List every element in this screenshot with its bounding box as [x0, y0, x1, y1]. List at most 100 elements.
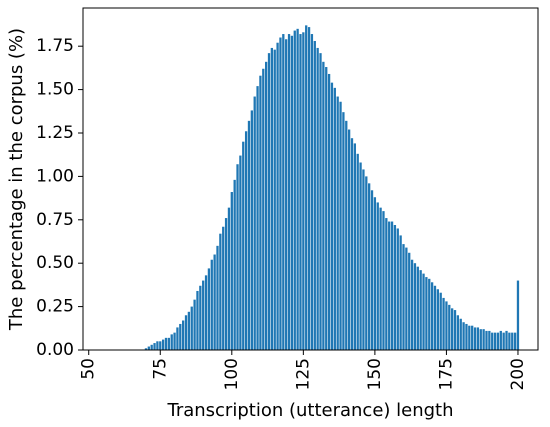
bar: [330, 82, 334, 350]
bar: [150, 344, 153, 350]
y-tick-label: 0.25: [36, 297, 74, 317]
bar: [224, 218, 228, 350]
bar: [256, 86, 259, 350]
bar: [516, 280, 520, 350]
bar: [425, 277, 428, 350]
bar: [359, 162, 362, 350]
bar: [408, 252, 411, 350]
bar: [159, 341, 162, 350]
bar: [247, 120, 251, 350]
bar: [436, 289, 439, 350]
bar: [390, 221, 394, 350]
bar: [499, 330, 502, 350]
y-tick-label: 1.25: [36, 123, 74, 143]
bar: [310, 34, 314, 350]
bar: [190, 306, 193, 350]
bar: [307, 27, 311, 351]
x-tick-label: 175: [436, 358, 456, 390]
bar: [244, 131, 248, 350]
bar: [147, 346, 150, 350]
bar: [282, 34, 285, 350]
bar: [325, 67, 328, 350]
bar: [485, 330, 488, 350]
y-tick-label: 0.00: [36, 340, 74, 360]
bar: [207, 268, 211, 350]
bar: [399, 235, 402, 350]
y-tick-label: 0.50: [36, 253, 74, 273]
bar: [493, 332, 497, 350]
bar: [402, 244, 405, 350]
bar: [508, 332, 511, 350]
bar: [156, 341, 159, 350]
bar: [322, 61, 325, 350]
bar: [222, 226, 225, 350]
bar: [236, 164, 239, 350]
bar: [505, 330, 508, 350]
bar: [259, 75, 262, 351]
bar: [428, 278, 431, 350]
bar: [465, 323, 468, 350]
bar: [453, 310, 457, 350]
bar: [496, 332, 500, 350]
bar: [353, 143, 356, 350]
bar: [227, 207, 231, 350]
bar: [250, 110, 253, 351]
bar: [273, 49, 276, 350]
bar: [302, 32, 305, 351]
bar: [342, 112, 345, 350]
bar: [265, 61, 268, 350]
bar: [473, 327, 477, 350]
bar: [405, 247, 408, 350]
bar: [290, 35, 294, 351]
bar: [345, 120, 348, 350]
y-tick-label: 0.75: [36, 210, 74, 230]
bar: [242, 141, 245, 350]
bar: [296, 28, 299, 350]
bar: [196, 290, 199, 350]
bar: [179, 323, 182, 350]
bar: [316, 47, 319, 351]
bar: [393, 225, 397, 350]
bar: [511, 332, 514, 350]
x-tick-label: 50: [79, 358, 99, 380]
bar: [462, 322, 465, 350]
bar: [279, 37, 282, 350]
bar: [262, 68, 265, 351]
bar: [276, 42, 279, 350]
bar: [439, 292, 442, 350]
bar: [193, 299, 196, 350]
bar: [416, 266, 419, 350]
bar: [368, 183, 371, 350]
bar: [376, 202, 379, 350]
bar: [339, 101, 342, 351]
bar: [471, 325, 474, 350]
x-tick-label: 200: [508, 358, 528, 390]
bar: [253, 96, 256, 350]
bar: [199, 285, 202, 350]
bar: [176, 327, 179, 350]
bar: [327, 73, 331, 350]
bar: [216, 245, 219, 350]
x-axis-label: Transcription (utterance) length: [166, 400, 453, 421]
bars-group: [144, 25, 520, 351]
bar: [287, 34, 291, 350]
x-tick-label: 75: [150, 358, 170, 380]
bar: [396, 228, 399, 350]
y-tick-label: 1.50: [36, 80, 74, 100]
bar: [239, 155, 242, 350]
bar: [202, 280, 205, 350]
bar: [413, 263, 417, 350]
bar: [491, 332, 494, 350]
bar: [451, 308, 454, 350]
bar: [433, 285, 437, 350]
bar: [293, 30, 296, 350]
bar: [144, 348, 148, 350]
bar: [270, 47, 274, 351]
bar: [448, 304, 451, 350]
bar: [445, 301, 448, 350]
bar: [362, 169, 365, 350]
bar: [333, 87, 336, 351]
bar: [170, 334, 173, 350]
bar: [456, 315, 460, 350]
